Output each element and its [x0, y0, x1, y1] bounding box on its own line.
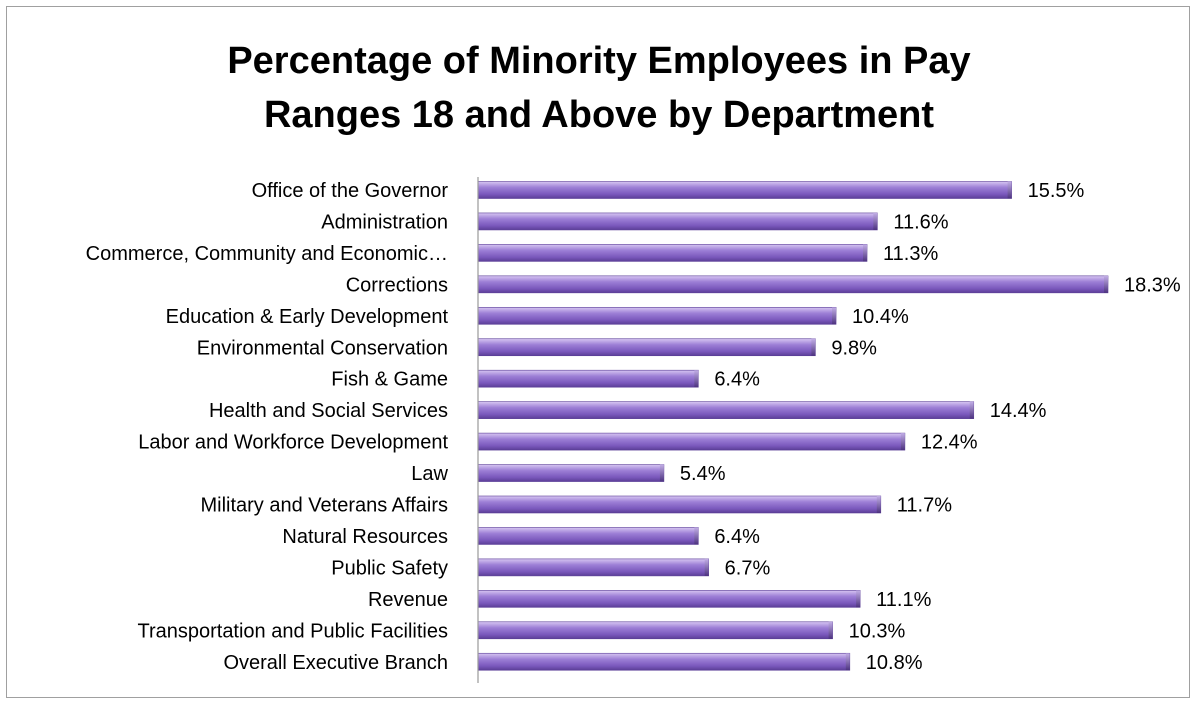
category-label: Public Safety — [331, 557, 448, 579]
data-label: 18.3% — [1124, 274, 1181, 296]
data-label: 5.4% — [680, 463, 726, 485]
data-label: 15.5% — [1028, 180, 1085, 202]
chart-title-line-1: Percentage of Minority Employees in Pay — [227, 40, 971, 82]
data-label: 6.7% — [725, 557, 771, 579]
bar-end-cap — [704, 558, 709, 576]
data-label: 11.3% — [883, 243, 938, 265]
data-label: 6.4% — [714, 369, 760, 391]
data-label: 14.4% — [990, 400, 1047, 422]
data-label: 6.4% — [714, 526, 760, 548]
bar — [477, 212, 878, 231]
data-label: 10.4% — [852, 306, 909, 328]
bar-end-cap — [900, 433, 905, 451]
bar — [477, 306, 837, 325]
bar-end-cap — [863, 244, 868, 262]
bar — [477, 244, 868, 262]
bar — [477, 181, 1012, 199]
data-label: 10.3% — [849, 620, 906, 642]
category-label: Education & Early Development — [166, 306, 449, 328]
category-label: Transportation and Public Facilities — [137, 620, 448, 642]
bar-end-cap — [811, 338, 816, 356]
category-label: Overall Executive Branch — [223, 652, 448, 674]
bar — [477, 590, 861, 608]
bar — [477, 369, 699, 388]
bar — [477, 432, 906, 451]
category-label: Environmental Conservation — [197, 337, 448, 359]
bar-end-cap — [873, 212, 878, 230]
bar-end-cap — [845, 653, 850, 671]
category-label: Labor and Workforce Development — [138, 432, 448, 454]
category-label: Health and Social Services — [209, 400, 448, 422]
bar-end-cap — [1007, 181, 1012, 199]
bar-end-cap — [828, 621, 833, 639]
bar — [477, 527, 699, 545]
category-label: Administration — [321, 211, 448, 233]
bar — [477, 621, 833, 640]
data-label: 12.4% — [921, 432, 978, 454]
chart-title: Percentage of Minority Employees in Pay … — [0, 34, 1198, 142]
data-label: 10.8% — [866, 652, 923, 674]
category-label: Fish & Game — [331, 369, 448, 391]
chart-title-line-2: Ranges 18 and Above by Department — [263, 94, 935, 136]
bar-end-cap — [832, 307, 837, 325]
bar-end-cap — [856, 590, 861, 608]
data-label: 11.7% — [897, 495, 952, 517]
bar-end-cap — [659, 464, 664, 482]
data-label: 9.8% — [831, 337, 877, 359]
bar — [477, 495, 882, 514]
bar-end-cap — [969, 401, 974, 419]
bar — [477, 558, 709, 577]
data-label: 11.6% — [893, 211, 948, 233]
bar-end-cap — [694, 527, 699, 545]
bar-end-cap — [876, 496, 881, 513]
bar — [477, 464, 665, 482]
category-label: Office of the Governor — [252, 180, 449, 202]
bar — [477, 338, 816, 357]
bar-end-cap — [694, 370, 699, 388]
bar-end-cap — [1104, 275, 1108, 293]
bar — [477, 652, 851, 671]
bar — [477, 275, 1109, 294]
bar — [477, 401, 975, 419]
category-label: Revenue — [368, 589, 448, 611]
category-label: Corrections — [346, 274, 448, 296]
category-label: Commerce, Community and Economic… — [86, 243, 448, 265]
category-label: Natural Resources — [282, 526, 448, 548]
category-label: Military and Veterans Affairs — [200, 495, 448, 517]
data-label: 11.1% — [876, 589, 931, 611]
bars-group: Office of the Governor 15.5% Administratio… — [86, 180, 1181, 674]
category-label: Law — [411, 463, 448, 485]
